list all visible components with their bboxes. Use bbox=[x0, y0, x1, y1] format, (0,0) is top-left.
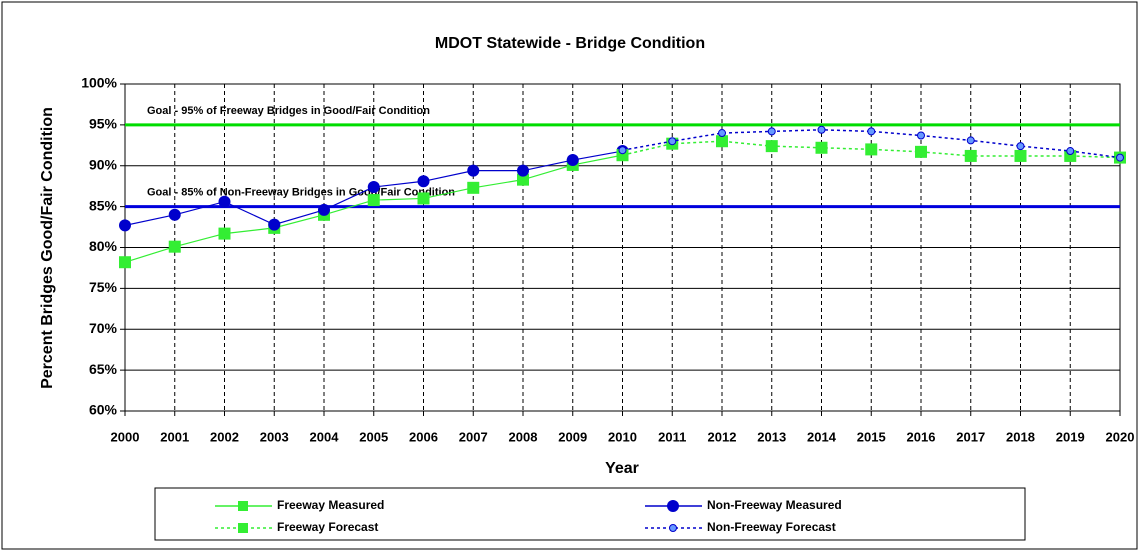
y-tick-label: 95% bbox=[89, 116, 118, 132]
marker bbox=[517, 173, 529, 186]
marker bbox=[566, 154, 579, 167]
chart-title: MDOT Statewide - Bridge Condition bbox=[435, 35, 705, 52]
marker bbox=[119, 256, 131, 269]
marker bbox=[966, 136, 975, 145]
marker bbox=[767, 127, 776, 136]
marker bbox=[867, 127, 876, 136]
legend-label: Freeway Forecast bbox=[277, 520, 378, 534]
marker bbox=[667, 500, 679, 512]
y-tick-label: 90% bbox=[89, 156, 118, 172]
marker bbox=[119, 219, 131, 232]
marker bbox=[718, 129, 726, 138]
marker bbox=[716, 135, 728, 148]
marker bbox=[417, 175, 430, 188]
marker bbox=[218, 195, 231, 208]
marker bbox=[669, 524, 677, 532]
marker bbox=[817, 125, 826, 134]
legend-label: Non-Freeway Forecast bbox=[707, 520, 836, 534]
x-tick-label: 2000 bbox=[111, 429, 140, 444]
x-tick-label: 2007 bbox=[459, 429, 488, 444]
x-tick-label: 2018 bbox=[1006, 429, 1035, 444]
y-tick-label: 100% bbox=[81, 75, 117, 91]
x-tick-label: 2020 bbox=[1106, 429, 1135, 444]
y-tick-label: 75% bbox=[89, 279, 118, 295]
x-tick-label: 2010 bbox=[608, 429, 637, 444]
x-tick-label: 2016 bbox=[907, 429, 936, 444]
marker bbox=[367, 181, 380, 194]
series-line bbox=[622, 140, 1121, 159]
x-tick-label: 2012 bbox=[708, 429, 737, 444]
legend-label: Freeway Measured bbox=[277, 498, 384, 512]
marker bbox=[467, 181, 480, 194]
marker bbox=[467, 164, 480, 177]
y-tick-label: 80% bbox=[89, 238, 118, 254]
y-tick-label: 85% bbox=[89, 197, 118, 213]
marker bbox=[917, 131, 925, 140]
marker bbox=[268, 218, 281, 231]
marker bbox=[367, 194, 380, 207]
marker bbox=[865, 143, 878, 156]
marker bbox=[765, 140, 778, 153]
marker bbox=[1116, 153, 1124, 162]
series-line bbox=[622, 129, 1121, 159]
marker bbox=[238, 501, 248, 511]
marker bbox=[1016, 142, 1025, 151]
x-tick-label: 2005 bbox=[359, 429, 388, 444]
marker bbox=[318, 203, 330, 216]
marker bbox=[915, 145, 927, 158]
x-tick-label: 2011 bbox=[658, 429, 686, 444]
marker bbox=[815, 141, 828, 154]
marker bbox=[964, 149, 977, 162]
marker bbox=[417, 192, 430, 205]
legend-label: Non-Freeway Measured bbox=[707, 498, 842, 512]
x-tick-label: 2019 bbox=[1056, 429, 1085, 444]
y-tick-label: 70% bbox=[89, 320, 118, 336]
y-tick-label: 60% bbox=[89, 402, 118, 418]
x-tick-label: 2013 bbox=[757, 429, 786, 444]
marker bbox=[168, 240, 181, 253]
x-tick-label: 2006 bbox=[409, 429, 438, 444]
x-tick-label: 2015 bbox=[857, 429, 886, 444]
x-tick-label: 2014 bbox=[807, 429, 837, 444]
goal-label: Goal - 85% of Non-Freeway Bridges in Goo… bbox=[147, 187, 455, 199]
legend-box bbox=[154, 487, 1026, 541]
y-axis-label: Percent Bridges Good/Fair Condition bbox=[39, 107, 56, 389]
marker bbox=[668, 137, 677, 146]
x-tick-label: 2003 bbox=[260, 429, 289, 444]
marker bbox=[1066, 147, 1075, 156]
marker bbox=[218, 227, 231, 240]
marker bbox=[618, 146, 627, 155]
goal-label: Goal - 95% of Freeway Bridges in Good/Fa… bbox=[147, 105, 430, 117]
x-tick-label: 2017 bbox=[956, 429, 985, 444]
x-tick-label: 2001 bbox=[160, 429, 189, 444]
x-tick-label: 2004 bbox=[310, 429, 340, 444]
marker bbox=[238, 523, 248, 533]
x-tick-label: 2009 bbox=[558, 429, 587, 444]
marker bbox=[517, 164, 529, 177]
marker bbox=[168, 208, 181, 221]
x-axis-label: Year bbox=[605, 460, 639, 477]
y-tick-label: 65% bbox=[89, 361, 118, 377]
marker bbox=[1014, 149, 1027, 162]
x-tick-label: 2008 bbox=[509, 429, 538, 444]
x-tick-label: 2002 bbox=[210, 429, 239, 444]
